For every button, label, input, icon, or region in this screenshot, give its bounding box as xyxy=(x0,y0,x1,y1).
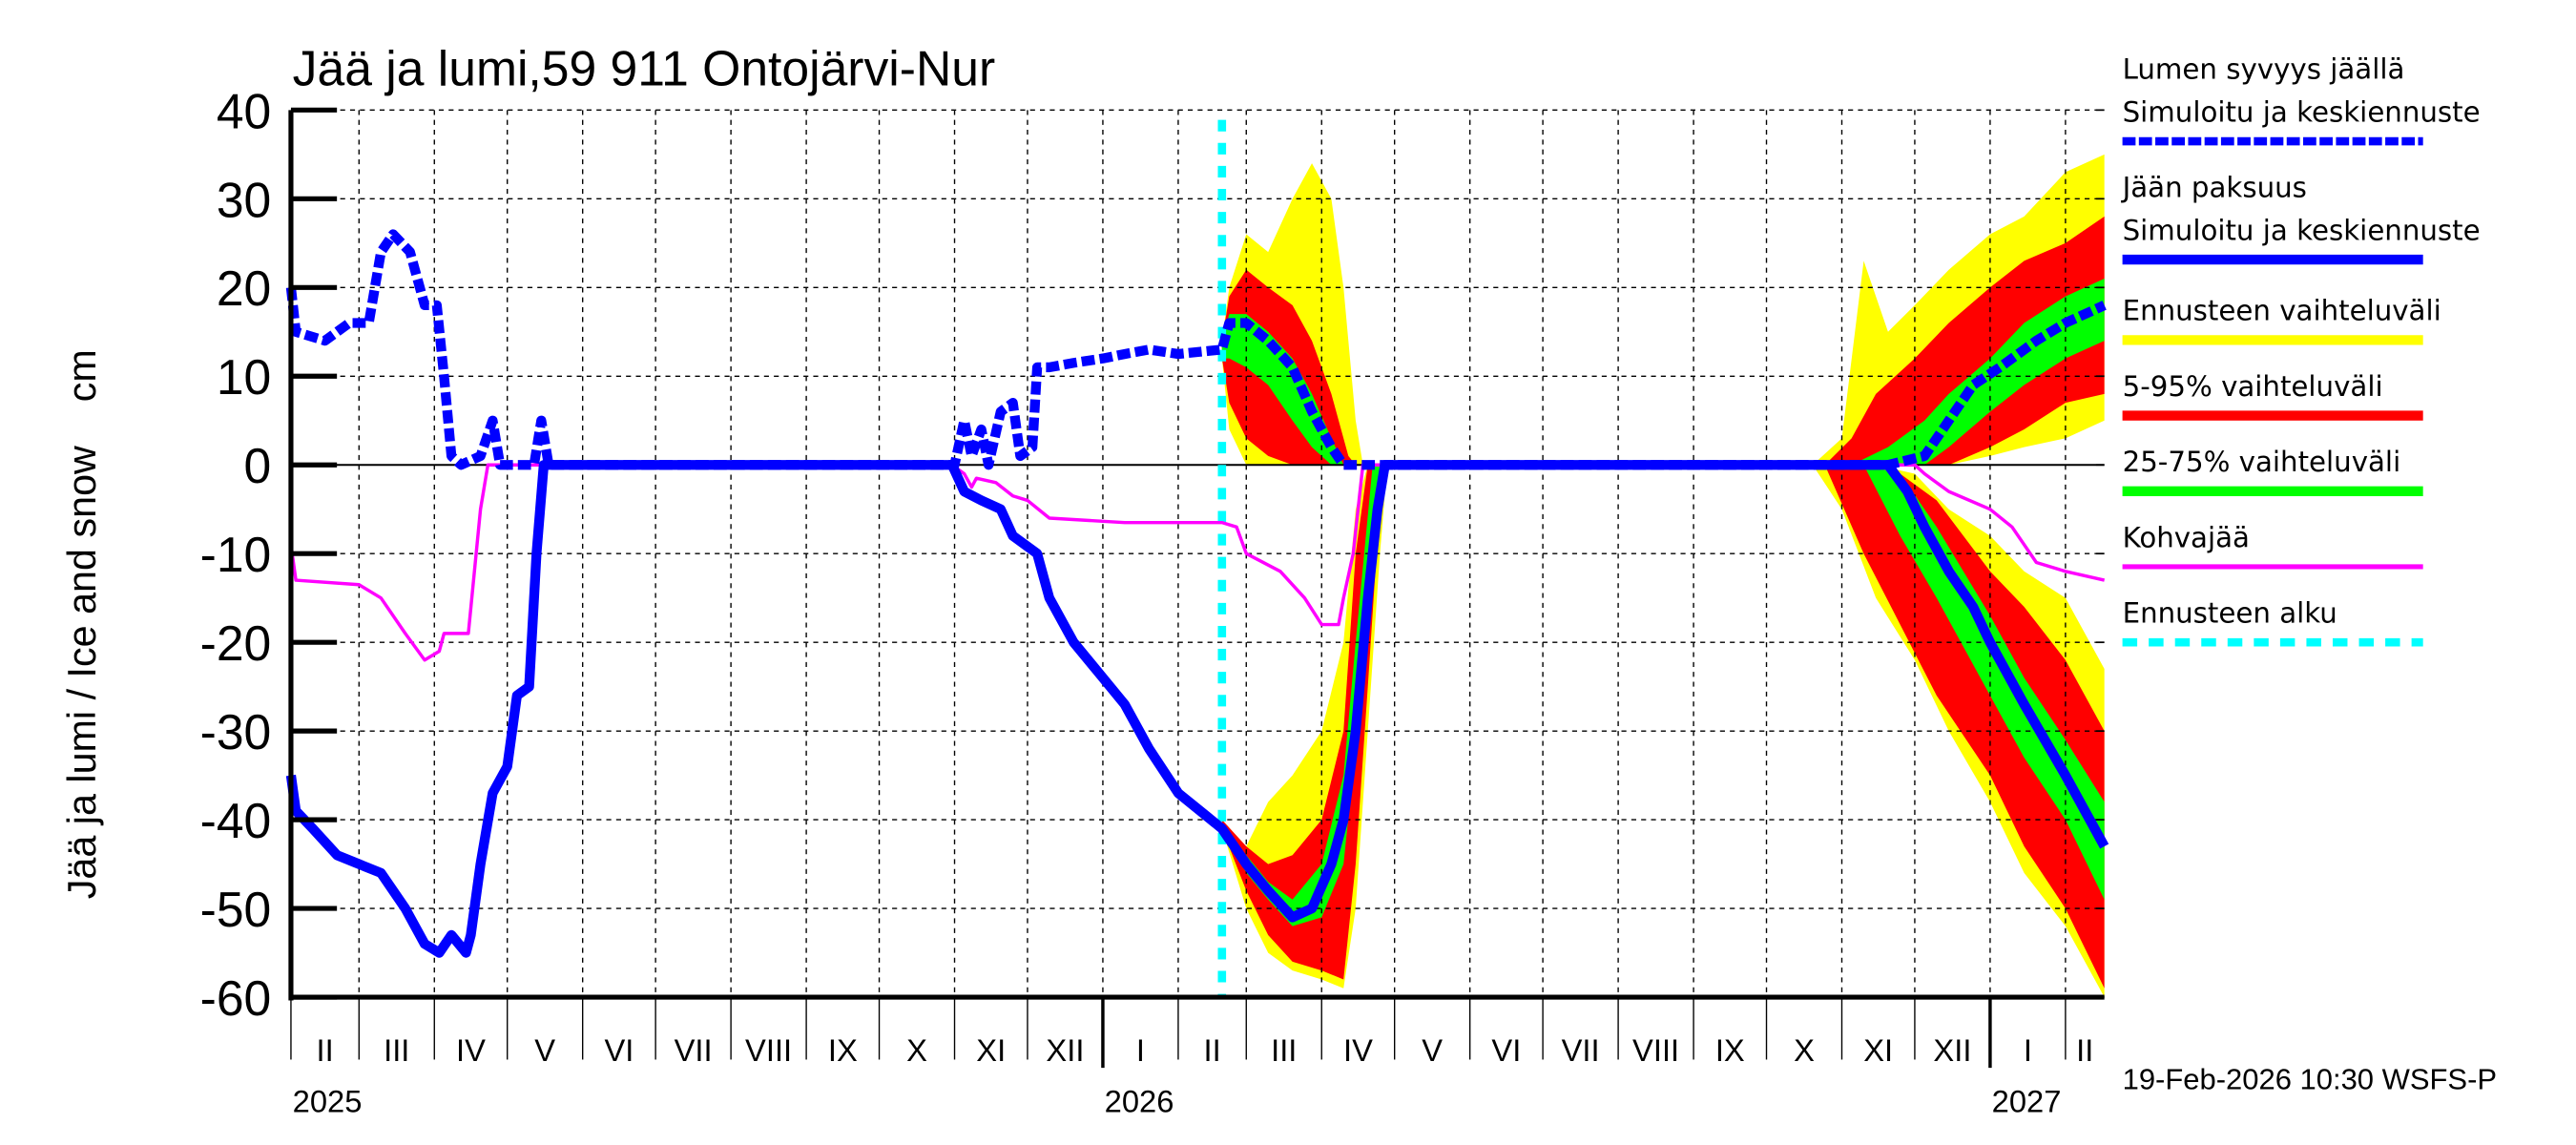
forecast-bands xyxy=(1221,154,2105,998)
x-month-label: VI xyxy=(1491,1032,1521,1068)
x-month-label: II xyxy=(1204,1032,1221,1068)
y-tick-label: -20 xyxy=(200,615,272,671)
grid xyxy=(290,109,2105,998)
x-year-label: 2026 xyxy=(1105,1084,1174,1119)
legend-label: Kohvajää xyxy=(2123,521,2250,553)
x-month-label: II xyxy=(2076,1032,2093,1068)
slush-line xyxy=(289,463,2106,662)
x-month-label: III xyxy=(384,1032,409,1068)
x-month-label: XII xyxy=(1046,1032,1084,1068)
y-tick-label: -30 xyxy=(200,704,272,760)
x-month-label: I xyxy=(2024,1032,2032,1068)
legend-label: Simuloitu ja keskiennuste xyxy=(2123,214,2481,246)
x-month-label: I xyxy=(1136,1032,1145,1068)
x-year-label: 2025 xyxy=(293,1084,363,1119)
x-month-label: V xyxy=(534,1032,555,1068)
ice-line xyxy=(285,460,2109,958)
x-month-label: VII xyxy=(1562,1032,1600,1068)
y-axis-title: Jää ja lumi / Ice and snow cm xyxy=(60,349,104,899)
snow-line xyxy=(285,229,2107,470)
x-month-label: III xyxy=(1271,1032,1297,1068)
y-tick-label: 30 xyxy=(217,172,271,227)
legend: Lumen syvyys jäällä Simuloitu ja keskienn… xyxy=(2121,53,2481,647)
ice-band-p25_75-1 xyxy=(1863,465,2105,900)
x-month-label: II xyxy=(317,1032,334,1068)
x-month-label: IX xyxy=(1715,1032,1745,1068)
y-tick-label: -40 xyxy=(200,793,272,848)
y-tick-label: 20 xyxy=(217,260,271,316)
legend-label: 25-75% vaihteluväli xyxy=(2123,446,2401,478)
y-tick-label: 0 xyxy=(244,438,272,493)
x-month-label: IX xyxy=(828,1032,858,1068)
y-tick-label: -50 xyxy=(200,882,272,937)
snow-band-p5_95-1 xyxy=(1824,216,2105,466)
x-month-label: XI xyxy=(1863,1032,1893,1068)
legend-label: Jään paksuus xyxy=(2121,172,2307,204)
snow-band-p25_75-0 xyxy=(1221,314,1344,466)
series-lines xyxy=(285,119,2109,998)
chart-title: Jää ja lumi,59 911 Ontojärvi-Nur xyxy=(293,41,995,96)
footer-timestamp: 19-Feb-2026 10:30 WSFS-P xyxy=(2123,1062,2497,1095)
ice-band-p5_95-1 xyxy=(1824,465,2105,989)
legend-label: Lumen syvyys jäällä xyxy=(2123,53,2405,86)
y-tick-label: -10 xyxy=(200,527,272,582)
x-month-label: IV xyxy=(1343,1032,1373,1068)
y-tick-label: 40 xyxy=(217,83,271,138)
y-tick-label: 10 xyxy=(217,349,271,405)
x-month-label: VIII xyxy=(1632,1032,1679,1068)
y-tick-label: -60 xyxy=(200,970,272,1026)
legend-label: Ennusteen alku xyxy=(2123,597,2337,630)
x-month-label: VII xyxy=(675,1032,713,1068)
x-month-label: XII xyxy=(1933,1032,1971,1068)
snow-band-p25_75-1 xyxy=(1851,278,2105,466)
x-month-label: IV xyxy=(456,1032,486,1068)
x-month-label: VIII xyxy=(745,1032,792,1068)
x-month-label: X xyxy=(1794,1032,1815,1068)
x-month-label: XI xyxy=(976,1032,1006,1068)
x-month-label: X xyxy=(906,1032,927,1068)
x-month-label: VI xyxy=(604,1032,634,1068)
legend-label: Simuloitu ja keskiennuste xyxy=(2123,95,2481,128)
x-month-label: V xyxy=(1422,1032,1443,1068)
x-year-label: 2027 xyxy=(1992,1084,2062,1119)
legend-label: 5-95% vaihteluväli xyxy=(2123,370,2383,403)
legend-label: Ennusteen vaihteluväli xyxy=(2123,295,2441,327)
